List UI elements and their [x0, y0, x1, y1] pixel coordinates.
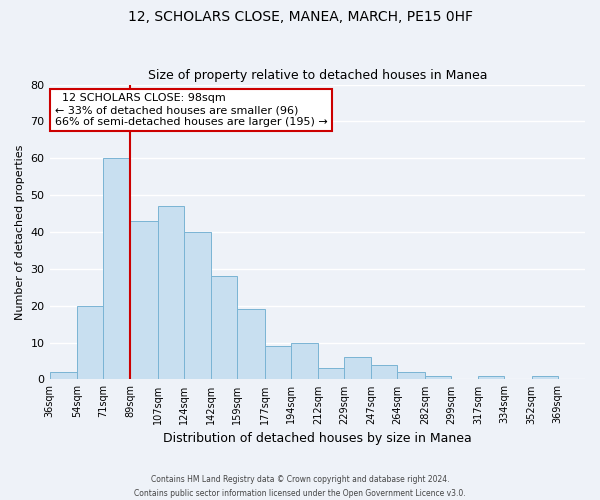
Text: 12 SCHOLARS CLOSE: 98sqm
← 33% of detached houses are smaller (96)
66% of semi-d: 12 SCHOLARS CLOSE: 98sqm ← 33% of detach…	[55, 94, 328, 126]
Y-axis label: Number of detached properties: Number of detached properties	[15, 144, 25, 320]
Bar	[50, 372, 77, 380]
Text: Contains HM Land Registry data © Crown copyright and database right 2024.
Contai: Contains HM Land Registry data © Crown c…	[134, 476, 466, 498]
Bar	[290, 342, 318, 380]
Bar	[265, 346, 290, 380]
Bar	[478, 376, 504, 380]
Bar	[397, 372, 425, 380]
Bar	[318, 368, 344, 380]
Bar	[532, 376, 557, 380]
Bar	[211, 276, 237, 380]
Bar	[425, 376, 451, 380]
Text: 12, SCHOLARS CLOSE, MANEA, MARCH, PE15 0HF: 12, SCHOLARS CLOSE, MANEA, MARCH, PE15 0…	[128, 10, 473, 24]
Bar	[130, 221, 158, 380]
Bar	[77, 306, 103, 380]
X-axis label: Distribution of detached houses by size in Manea: Distribution of detached houses by size …	[163, 432, 472, 445]
Bar	[184, 232, 211, 380]
Bar	[344, 358, 371, 380]
Bar	[103, 158, 130, 380]
Bar	[158, 206, 184, 380]
Bar	[237, 310, 265, 380]
Title: Size of property relative to detached houses in Manea: Size of property relative to detached ho…	[148, 69, 487, 82]
Bar	[371, 364, 397, 380]
